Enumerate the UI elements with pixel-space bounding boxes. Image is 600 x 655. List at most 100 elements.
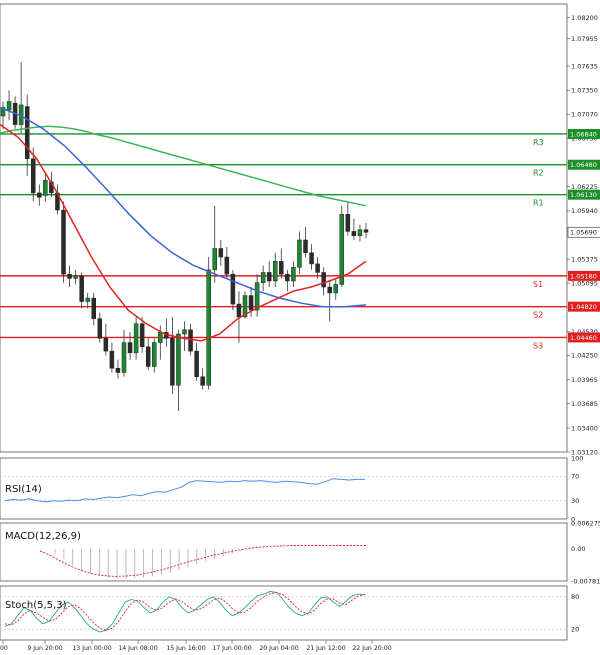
time-tick-label: 00 bbox=[0, 645, 8, 652]
candle-body bbox=[206, 269, 211, 386]
macd-panel: 0.006275 0.00 -0.007812 MACD(12,26,9) bbox=[0, 519, 600, 585]
level-price-label: 1.06840 bbox=[570, 130, 597, 138]
time-axis: 00 9 Jun 20:00 13 Jun 00:00 14 Jun 08:00 15 … bbox=[0, 640, 392, 652]
time-tick-label: 22 Jun 20:00 bbox=[352, 645, 391, 652]
candle-body bbox=[321, 272, 326, 288]
time-tick-label: 20 Jun 04:00 bbox=[259, 645, 298, 652]
price-tick-label: 1.03965 bbox=[571, 376, 598, 384]
candle-body bbox=[242, 295, 248, 318]
candle-body bbox=[188, 329, 193, 352]
level-price-tag bbox=[568, 189, 600, 200]
time-tick-label: 9 Jun 20:00 bbox=[27, 645, 62, 652]
candle-body bbox=[351, 231, 357, 236]
ma-red-line bbox=[0, 123, 367, 342]
time-tick-label: 15 Jun 16:00 bbox=[166, 645, 205, 652]
candle-body bbox=[170, 338, 175, 386]
candle-body bbox=[291, 267, 296, 282]
time-tick-label: 14 Jun 08:00 bbox=[118, 645, 157, 652]
macd-tick-label: 0.00 bbox=[571, 545, 585, 553]
price-tick-label: 1.05095 bbox=[571, 279, 598, 287]
candle-body bbox=[103, 338, 109, 352]
price-tick-label: 1.07955 bbox=[571, 35, 598, 43]
level-price-label: 1.05180 bbox=[570, 272, 597, 280]
price-tick-label: 1.08200 bbox=[571, 14, 598, 22]
candle-body bbox=[273, 261, 278, 282]
rsi-panel: 100 70 30 0 RSI(14) bbox=[0, 454, 583, 523]
candle-body bbox=[121, 342, 127, 373]
ma-blue-line bbox=[0, 106, 367, 308]
rsi-tick-label: 0 bbox=[571, 515, 575, 523]
candle-body bbox=[297, 239, 302, 268]
price-tick-label: 1.07350 bbox=[571, 87, 598, 95]
time-tick-label: 13 Jun 00:00 bbox=[72, 645, 111, 652]
level-price-tag bbox=[568, 270, 600, 281]
candle-body bbox=[139, 323, 145, 348]
candle-body bbox=[85, 297, 90, 302]
candle-body bbox=[218, 248, 224, 258]
candle-body bbox=[339, 214, 345, 285]
price-plot-frame bbox=[0, 3, 568, 453]
level-name-r2: R2 bbox=[533, 169, 544, 178]
level-name-r3: R3 bbox=[533, 138, 544, 147]
candle-body bbox=[230, 273, 236, 305]
candle-body bbox=[285, 273, 290, 282]
candle-body bbox=[67, 273, 72, 279]
candle-body bbox=[97, 318, 103, 339]
macd-title: MACD(12,26,9) bbox=[5, 531, 81, 542]
candle-body bbox=[109, 350, 115, 369]
candle-body bbox=[43, 179, 48, 196]
candle-body bbox=[315, 263, 320, 273]
candle-body bbox=[91, 297, 96, 319]
candle-body bbox=[333, 284, 338, 294]
candle-body bbox=[309, 252, 314, 265]
price-tick-label: 1.07070 bbox=[571, 111, 598, 119]
candle-body bbox=[176, 333, 181, 386]
candle-body bbox=[260, 272, 266, 283]
macd-tick-label: 0.006275 bbox=[571, 519, 600, 527]
candle-body bbox=[31, 158, 36, 194]
candle-body bbox=[115, 367, 121, 373]
candle-body bbox=[133, 323, 139, 354]
rsi-tick-label: 70 bbox=[571, 473, 579, 481]
level-price-label: 1.04460 bbox=[570, 334, 597, 342]
candle-body bbox=[303, 239, 308, 254]
current-price-tag bbox=[567, 226, 600, 238]
price-tick-label: 1.05940 bbox=[571, 207, 598, 215]
candle-body bbox=[327, 286, 332, 294]
candle-body bbox=[248, 295, 254, 311]
level-name-s2: S2 bbox=[533, 311, 543, 320]
rsi-title: RSI(14) bbox=[5, 484, 42, 495]
level-price-tag bbox=[568, 332, 600, 343]
rsi-plot-frame bbox=[0, 457, 568, 520]
level-price-tag bbox=[568, 159, 600, 170]
candle-body bbox=[194, 350, 199, 378]
candle-body bbox=[61, 209, 66, 275]
time-tick-label: 21 Jun 12:00 bbox=[306, 645, 345, 652]
stoch-tick-label: 80 bbox=[571, 593, 579, 601]
level-price-label: 1.06480 bbox=[570, 161, 597, 169]
candle-body bbox=[224, 256, 230, 275]
price-tick-label: 1.04250 bbox=[571, 352, 598, 360]
candle-body bbox=[279, 261, 284, 275]
price-tick-label: 1.03685 bbox=[571, 400, 598, 408]
rsi-tick-label: 100 bbox=[571, 454, 583, 462]
candle-body bbox=[212, 248, 217, 271]
level-price-tag bbox=[568, 301, 600, 312]
price-tick-label: 1.07635 bbox=[571, 62, 598, 70]
candle-body bbox=[73, 275, 78, 279]
candle-body bbox=[363, 229, 369, 233]
candle-body bbox=[357, 229, 363, 236]
rsi-line bbox=[4, 478, 365, 503]
candle-body bbox=[345, 214, 351, 232]
candle-body bbox=[200, 376, 205, 386]
candle-body bbox=[127, 342, 133, 354]
candle-body bbox=[254, 282, 260, 311]
price-tick-label: 1.03400 bbox=[571, 424, 598, 432]
level-price-label: 1.06130 bbox=[570, 191, 597, 199]
ma-green-line bbox=[0, 125, 367, 207]
price-tick-label: 1.03120 bbox=[571, 448, 598, 456]
time-tick-label: 17 Jun 00:00 bbox=[212, 645, 251, 652]
candle-body bbox=[37, 192, 42, 198]
price-panel: 1.082001.079551.076351.073501.070701.067… bbox=[0, 3, 600, 456]
